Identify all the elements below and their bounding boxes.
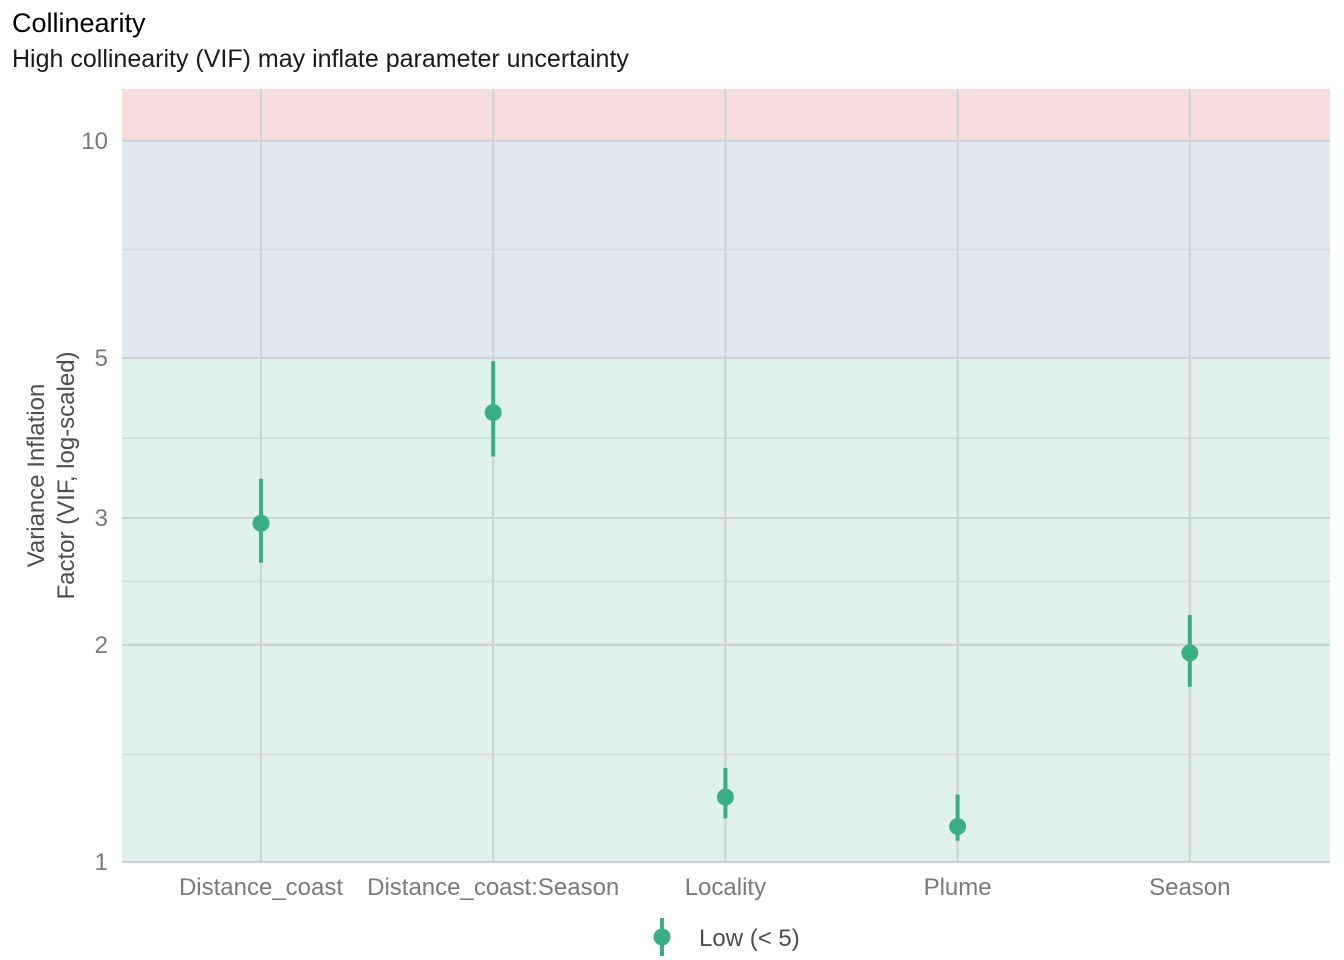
x-tick-label: Season bbox=[1149, 874, 1230, 901]
y-axis-label-line: Factor (VIF, log-scaled) bbox=[53, 351, 80, 599]
data-point bbox=[716, 788, 734, 806]
data-point bbox=[1181, 644, 1199, 662]
data-point bbox=[484, 404, 502, 422]
y-tick-label: 5 bbox=[95, 345, 108, 372]
y-tick-label: 1 bbox=[95, 849, 108, 876]
data-marks bbox=[252, 361, 1199, 841]
x-tick-label: Distance_coast:Season bbox=[367, 874, 619, 901]
legend-key-point bbox=[653, 928, 671, 946]
data-point bbox=[949, 818, 967, 836]
chart-subtitle: High collinearity (VIF) may inflate para… bbox=[12, 45, 629, 73]
y-tick-label: 2 bbox=[95, 632, 108, 659]
x-axis-ticks: Distance_coast Distance_coast:Season Local… bbox=[179, 874, 1231, 901]
y-axis-label: Variance Inflation Factor (VIF, log-scale… bbox=[23, 351, 80, 599]
x-tick-label: Plume bbox=[924, 874, 992, 901]
y-axis-ticks: 1 2 3 5 10 bbox=[81, 128, 108, 876]
grid-lines bbox=[122, 89, 1330, 864]
x-tick-label: Distance_coast bbox=[179, 874, 343, 901]
legend-label: Low (< 5) bbox=[699, 925, 800, 952]
legend: Low (< 5) bbox=[653, 918, 800, 956]
data-point bbox=[252, 514, 270, 532]
x-tick-label: Locality bbox=[685, 874, 766, 901]
chart-title: Collinearity bbox=[12, 8, 146, 38]
y-tick-label: 10 bbox=[81, 128, 108, 155]
y-axis-label-line: Variance Inflation bbox=[23, 384, 50, 568]
y-tick-label: 3 bbox=[95, 505, 108, 532]
